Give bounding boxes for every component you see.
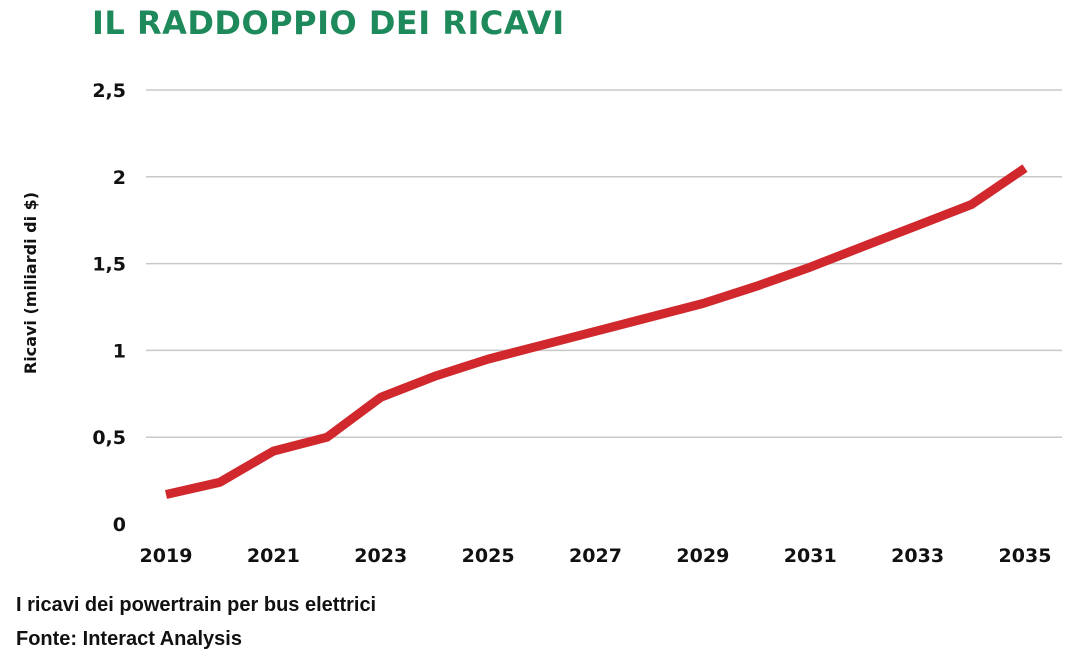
x-tick-label: 2031 — [784, 545, 837, 567]
y-axis-label: Ricavi (miliardi di $) — [21, 192, 40, 374]
x-tick-label: 2025 — [462, 545, 515, 567]
chart-caption: I ricavi dei powertrain per bus elettric… — [16, 594, 377, 616]
y-tick-label: 2 — [113, 167, 126, 189]
series-layer — [165, 164, 1028, 499]
y-tick-label: 0 — [113, 514, 126, 536]
x-tick-label: 2035 — [999, 545, 1052, 567]
x-tick-label: 2019 — [140, 545, 193, 567]
x-tick-label: 2027 — [569, 545, 622, 567]
y-tick-label: 1,5 — [92, 254, 126, 276]
chart-title: IL RADDOPPIO DEI RICAVI — [92, 4, 565, 42]
x-tick-label: 2023 — [354, 545, 407, 567]
chart-source: Fonte: Interact Analysis — [16, 628, 242, 650]
line-chart: 0 0,5 1 1,5 2 2,5 2019 2021 2023 2025 2027 2029 203… — [21, 80, 1062, 567]
x-tick-label: 2021 — [247, 545, 300, 567]
grid-lines — [146, 89, 1062, 438]
y-axis-ticks: 0 0,5 1 1,5 2 2,5 — [92, 80, 126, 536]
y-tick-label: 1 — [113, 340, 126, 362]
x-tick-label: 2033 — [891, 545, 944, 567]
y-tick-label: 2,5 — [92, 80, 126, 102]
x-axis-ticks: 2019 2021 2023 2025 2027 2029 2031 2033 2035 — [140, 545, 1052, 567]
series-line-0 — [165, 164, 1028, 499]
x-tick-label: 2029 — [676, 545, 729, 567]
y-tick-label: 0,5 — [92, 427, 126, 449]
